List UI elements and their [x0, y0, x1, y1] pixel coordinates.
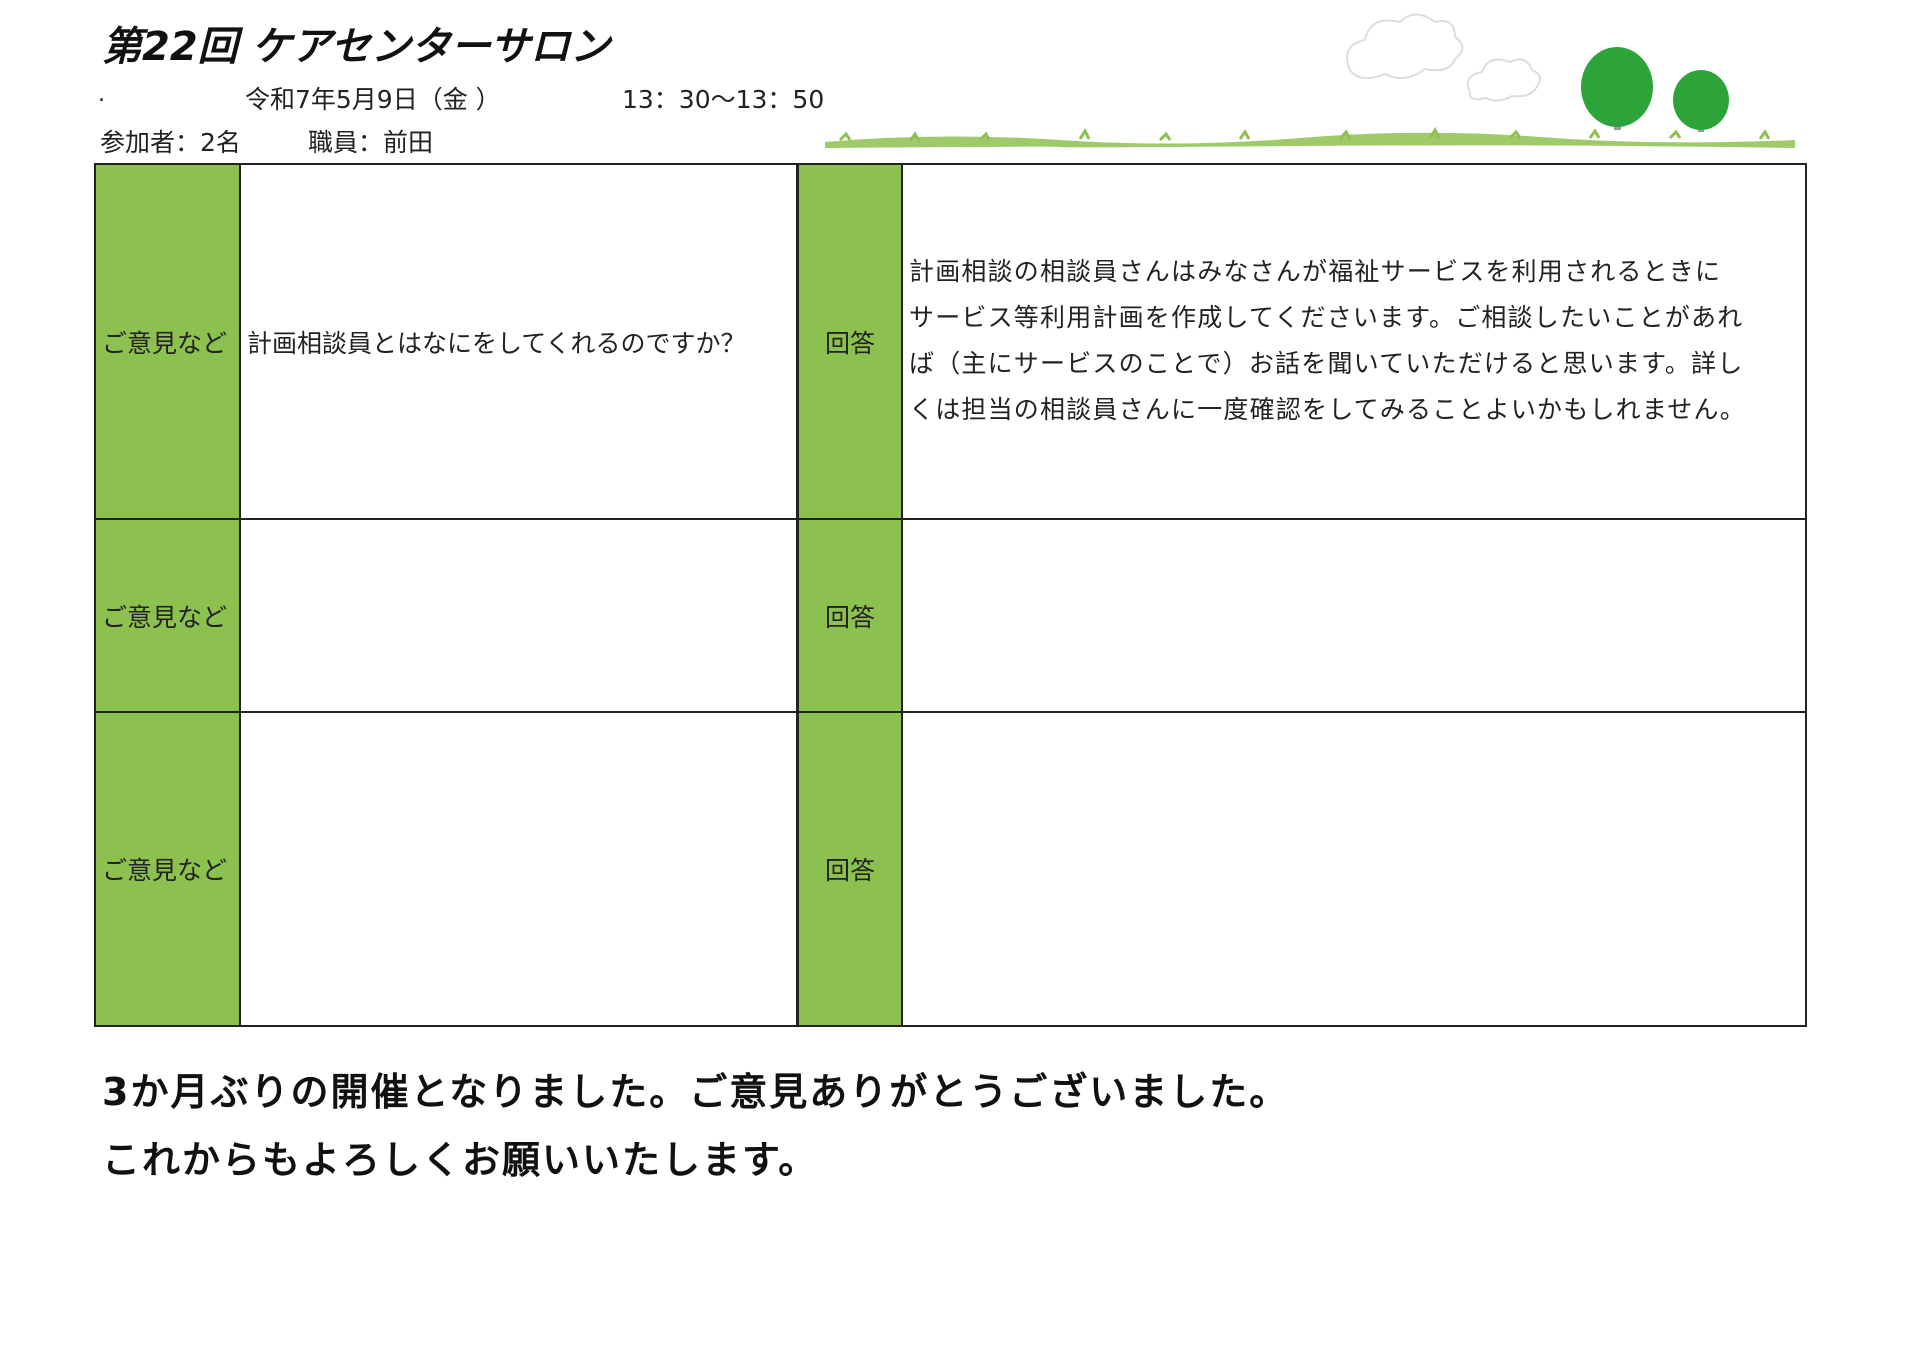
cloud-icon — [1346, 13, 1464, 80]
event-date: 令和7年5月9日（金 ） — [245, 85, 501, 114]
answer-text — [903, 520, 1805, 711]
answer-label: 回答 — [799, 165, 903, 518]
answer-text: 計画相談の相談員さんはみなさんが福祉サービスを利用されるときに サービス等利用計… — [903, 165, 1805, 518]
answer-line: サービス等利用計画を作成してくださいます。ご相談したいことがあれ — [909, 303, 1744, 332]
answer-line: くは担当の相談員さんに一度確認をしてみることよいかもしれません。 — [909, 395, 1746, 424]
cloud-icon — [1466, 58, 1542, 102]
grass-line — [825, 126, 1795, 148]
answer-line: 計画相談の相談員さんはみなさんが福祉サービスを利用されるときに — [909, 257, 1722, 286]
answer-label: 回答 — [799, 520, 903, 711]
answer-text — [903, 713, 1805, 1025]
answer-label: 回答 — [799, 713, 903, 1025]
qa-table: ご意見など 計画相談員とはなにをしてくれるのですか？ 回答 計画相談の相談員さん… — [94, 163, 1807, 1027]
closing-message: 3か月ぶりの開催となりました。ご意見ありがとうございました。 これからもよろしく… — [102, 1058, 1289, 1194]
table-row: ご意見など 回答 — [96, 713, 1805, 1025]
closing-line: これからもよろしくお願いいたします。 — [102, 1138, 819, 1182]
question-text — [241, 520, 799, 711]
bullet-dot: . — [98, 82, 105, 107]
table-row: ご意見など 回答 — [96, 520, 1805, 713]
answer-line: ば（主にサービスのことで）お話を聞いていただけると思います。詳し — [909, 349, 1744, 378]
tree-icon — [1581, 47, 1653, 130]
question-text: 計画相談員とはなにをしてくれるのですか？ — [241, 165, 799, 518]
tree-icon — [1673, 70, 1729, 132]
question-label: ご意見など — [96, 520, 241, 711]
page-title: 第22回 ケアセンターサロン — [102, 24, 610, 70]
question-label: ご意見など — [96, 165, 241, 518]
question-text — [241, 713, 799, 1025]
header-decoration — [825, 13, 1795, 148]
question-label: ご意見など — [96, 713, 241, 1025]
staff-name: 職員：前田 — [308, 128, 434, 157]
participant-count: 参加者：2名 — [100, 128, 241, 157]
event-time: 13：30～13：50 — [622, 85, 825, 114]
closing-line: 3か月ぶりの開催となりました。ご意見ありがとうございました。 — [102, 1070, 1290, 1114]
table-row: ご意見など 計画相談員とはなにをしてくれるのですか？ 回答 計画相談の相談員さん… — [96, 165, 1805, 520]
